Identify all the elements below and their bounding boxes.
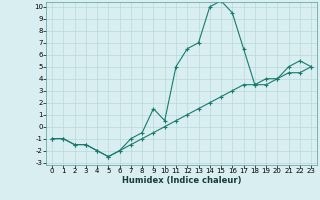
X-axis label: Humidex (Indice chaleur): Humidex (Indice chaleur) [122, 176, 241, 185]
